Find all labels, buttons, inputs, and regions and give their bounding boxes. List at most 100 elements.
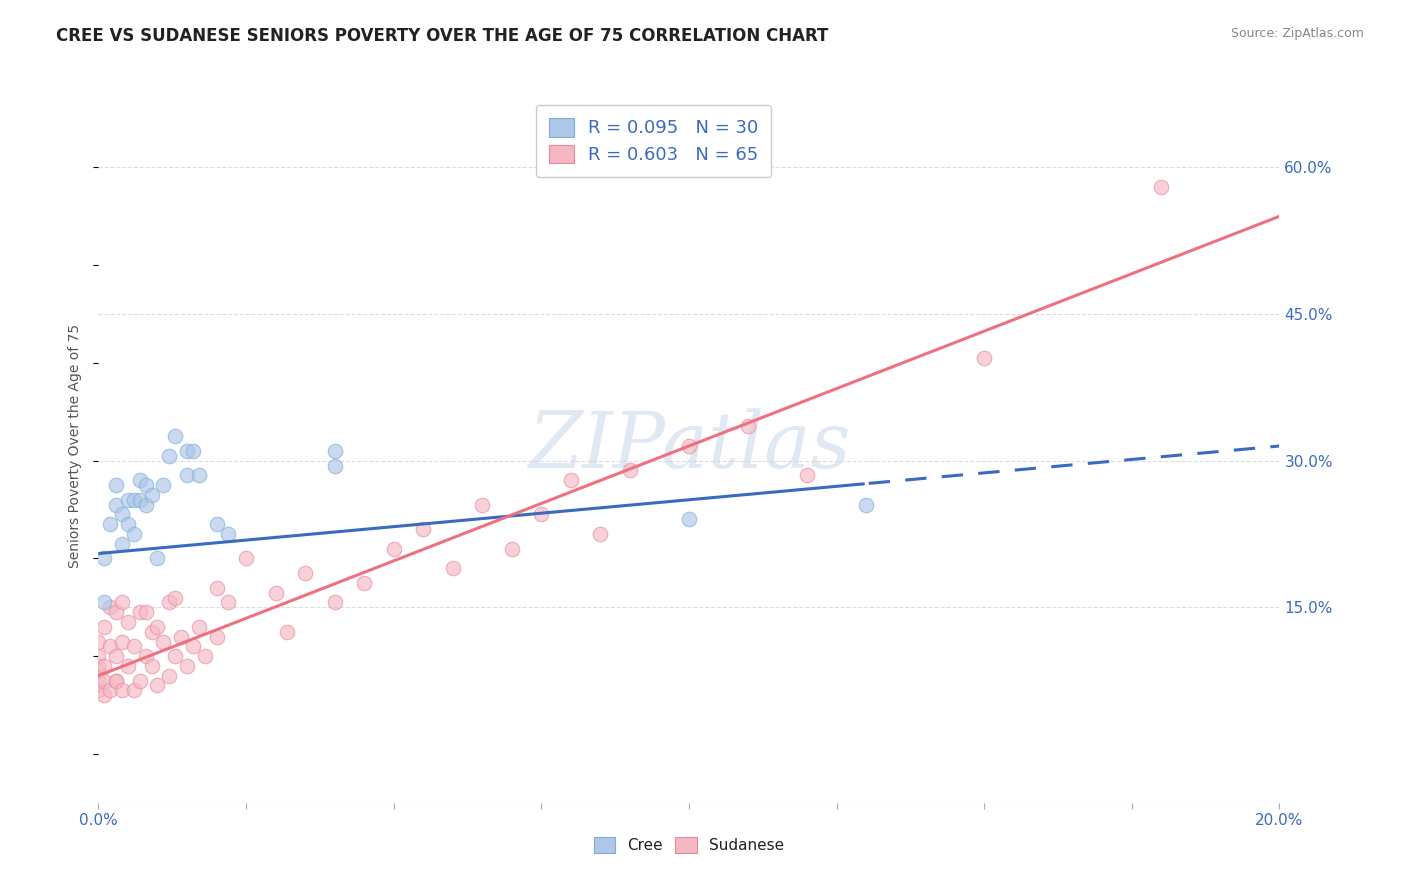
Point (441, 561, 464, 575)
Point (471, 498, 494, 512)
Point (105, 649, 128, 664)
Y-axis label: Seniors Poverty Over the Age of 75: Seniors Poverty Over the Age of 75 (69, 324, 83, 568)
Point (205, 517, 228, 532)
Legend: Cree, Sudanese: Cree, Sudanese (588, 831, 790, 859)
Point (146, 551, 169, 566)
Point (98, 600, 121, 615)
Point (589, 527, 612, 541)
Point (93, 551, 115, 566)
Point (87, 673, 110, 688)
Point (111, 537, 134, 551)
Point (157, 669, 180, 683)
Point (323, 458, 346, 473)
Point (122, 640, 145, 654)
Point (98, 517, 121, 532)
Point (105, 673, 128, 688)
Point (323, 443, 346, 458)
Point (276, 624, 298, 639)
Point (141, 488, 163, 502)
Point (128, 473, 150, 487)
Point (176, 443, 198, 458)
Point (382, 541, 405, 556)
Point (796, 468, 818, 483)
Point (128, 492, 150, 507)
Point (181, 640, 204, 654)
Point (973, 351, 995, 365)
Point (135, 498, 157, 512)
Point (141, 624, 163, 639)
Point (135, 478, 157, 492)
Point (98, 683, 121, 698)
Point (111, 595, 134, 609)
Point (678, 512, 700, 526)
Point (176, 659, 198, 673)
Point (205, 581, 228, 595)
Text: CREE VS SUDANESE SENIORS POVERTY OVER THE AGE OF 75 CORRELATION CHART: CREE VS SUDANESE SENIORS POVERTY OVER TH… (56, 27, 828, 45)
Point (105, 478, 128, 492)
Point (135, 605, 157, 619)
Point (122, 683, 145, 698)
Point (152, 478, 174, 492)
Point (93, 659, 115, 673)
Point (87, 634, 110, 648)
Point (111, 683, 134, 698)
Text: ZIPatlas: ZIPatlas (527, 408, 851, 484)
Point (176, 468, 198, 483)
Point (87, 664, 110, 678)
Point (165, 649, 187, 664)
Point (111, 634, 134, 648)
Point (205, 630, 228, 644)
Point (122, 492, 145, 507)
Point (323, 595, 346, 609)
Point (93, 673, 115, 688)
Point (187, 620, 209, 634)
Point (165, 429, 187, 443)
Point (87, 683, 110, 698)
Point (1150, 180, 1173, 194)
Point (353, 575, 375, 590)
Point (235, 551, 257, 566)
Point (264, 585, 287, 599)
Point (117, 659, 139, 673)
Point (152, 634, 174, 648)
Point (146, 678, 169, 692)
Point (157, 595, 180, 609)
Point (111, 508, 134, 522)
Point (122, 527, 145, 541)
Point (165, 591, 187, 605)
Point (117, 615, 139, 629)
Point (135, 649, 157, 664)
Point (105, 605, 128, 619)
Point (93, 688, 115, 702)
Point (619, 463, 641, 477)
Point (530, 508, 553, 522)
Point (181, 443, 204, 458)
Point (187, 468, 209, 483)
Point (93, 620, 115, 634)
Point (501, 541, 523, 556)
Point (87, 649, 110, 664)
Point (141, 659, 163, 673)
Point (117, 517, 139, 532)
Point (170, 630, 193, 644)
Point (98, 640, 121, 654)
Point (105, 498, 128, 512)
Point (128, 605, 150, 619)
Point (855, 498, 877, 512)
Point (217, 595, 239, 609)
Point (128, 673, 150, 688)
Point (412, 522, 434, 536)
Point (194, 649, 217, 664)
Point (87, 659, 110, 673)
Point (146, 620, 169, 634)
Point (157, 449, 180, 463)
Point (678, 439, 700, 453)
Point (217, 527, 239, 541)
Point (93, 595, 115, 609)
Point (294, 566, 316, 580)
Point (737, 419, 759, 434)
Point (105, 673, 128, 688)
Point (117, 492, 139, 507)
Text: Source: ZipAtlas.com: Source: ZipAtlas.com (1230, 27, 1364, 40)
Point (560, 473, 582, 487)
